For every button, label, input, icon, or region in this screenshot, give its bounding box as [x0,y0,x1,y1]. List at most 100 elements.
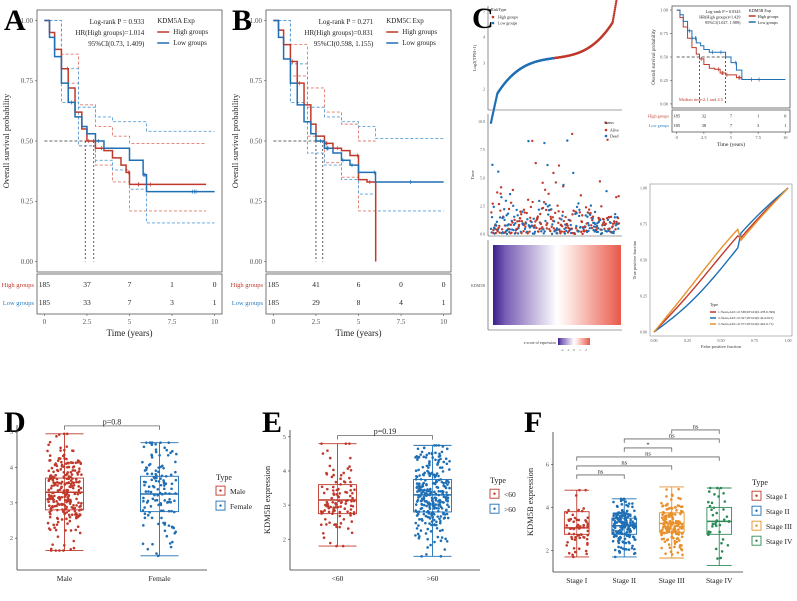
status-point [598,180,602,183]
data-point [349,511,352,515]
status-point [564,215,567,219]
status-point [596,230,600,234]
status-point [504,199,508,202]
status-point [545,227,549,230]
legend-swatch-dot [755,539,758,542]
status-point [573,232,577,236]
data-point [167,441,171,444]
data-point [448,486,451,490]
data-point [422,495,426,499]
data-point [162,484,166,487]
data-point [430,523,433,527]
stats-text: HR(High groups)=1.429 [699,15,740,20]
data-point [173,499,176,503]
data-point [586,522,590,526]
km-plot-a: 0.00 0.25 0.50 0.75 1.00 Overall survival pro… [1,9,223,338]
data-point [64,507,68,511]
data-point [77,470,81,473]
legend-label: Low groups [498,21,518,26]
data-point [54,528,58,532]
status-point [561,210,565,214]
data-point [330,496,333,500]
iqr-box [563,511,590,535]
data-point [417,524,420,527]
status-point [546,205,550,208]
data-point [421,465,425,469]
data-point [60,503,64,506]
data-point [335,525,338,529]
x-axis-label: False positive fraction [701,344,742,349]
x-tick-label: 10 [211,318,219,326]
data-point [429,543,432,547]
risk-table-frame [36,273,223,315]
data-point [572,520,575,524]
data-point [670,553,674,556]
status-point [605,189,608,193]
data-point [56,508,59,512]
data-point [572,555,575,559]
data-point [157,522,160,526]
y-tick-label: 1.00 [640,186,647,191]
status-point [591,215,595,218]
status-point [592,225,596,228]
survival-curve-high [273,19,377,262]
data-point [326,504,330,508]
data-point [149,490,153,494]
data-point [419,477,423,481]
status-point [556,232,559,235]
data-point [436,515,439,518]
data-point [144,480,147,484]
data-point [73,469,77,472]
data-point [441,445,445,448]
data-point [424,479,427,482]
data-point [619,511,623,515]
data-point [344,502,348,505]
data-point [56,520,60,524]
data-point [420,503,424,506]
data-point [167,524,171,527]
data-point [70,513,74,516]
colorbar-tick: 1 [579,348,581,352]
risk-count: 1 [757,113,759,118]
data-point [419,529,423,532]
risk-count: 0 [213,280,217,289]
data-point [165,534,169,538]
data-point [623,517,627,521]
data-point [629,529,633,533]
data-point [631,520,634,524]
data-point [661,510,665,514]
data-point [151,484,155,488]
data-point [434,451,437,455]
y-tick-label: 0.00 [250,258,263,266]
comparison-label: ns [598,468,604,475]
data-point [146,513,150,517]
data-point [349,489,352,492]
status-point [513,215,516,219]
data-point [145,501,149,504]
data-point [48,512,52,516]
y-tick-label: 6 [546,461,550,468]
data-point [332,492,335,495]
status-point [542,201,546,204]
risk-count: 0 [442,280,446,289]
data-point [52,484,56,487]
status-point [583,230,586,233]
data-point [142,524,145,527]
status-point [575,211,578,215]
data-point [586,516,590,519]
data-point [335,493,339,496]
y-tick-label: 0.50 [250,137,263,145]
data-point [52,475,55,479]
data-point [150,456,154,459]
panel-letter-a: A [4,4,26,37]
data-point [154,499,157,502]
data-point [723,500,727,503]
boxplot-e: 2 3 4 5 KDM5B expression <60 >60 p=0.19 Type <60 >… [262,427,516,583]
data-point [417,512,420,516]
data-point [55,504,58,508]
risk-point [611,18,615,21]
data-point [67,481,70,484]
y-tick-label: 0.75 [640,222,647,227]
data-point [585,552,588,556]
data-point [60,460,63,464]
